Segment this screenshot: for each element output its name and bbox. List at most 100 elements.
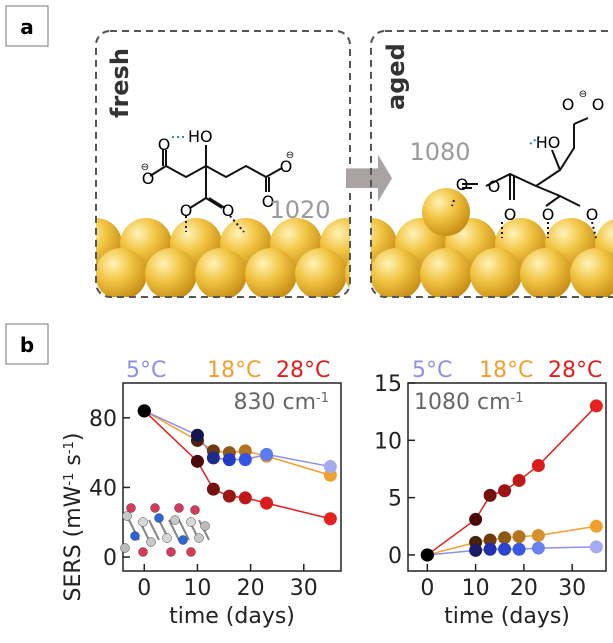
wavenumber-annotation: 1080 cm-1 — [414, 390, 523, 415]
data-point-28°C — [323, 512, 337, 526]
bond — [168, 519, 180, 541]
fresh-o-surface-left: O — [180, 201, 193, 220]
data-point-5°C — [589, 540, 603, 554]
fresh-hydroxyl: HO — [188, 127, 213, 146]
atom — [120, 543, 130, 553]
y-tick-label: 40 — [89, 476, 117, 501]
x-tick-label: 30 — [558, 576, 586, 601]
fresh-o-right-2: O — [262, 192, 275, 211]
legend-18c-right: 18°C — [479, 358, 533, 383]
plot-frame — [122, 382, 342, 572]
atom — [138, 517, 148, 527]
aged-gold-surface — [371, 218, 613, 297]
x-tick-label: 0 — [137, 576, 151, 601]
data-point-5°C — [222, 453, 236, 467]
series-line-28°C — [426, 405, 597, 556]
data-point-28°C — [206, 482, 220, 496]
x-tick-label: 10 — [462, 576, 490, 601]
gold-atom — [245, 248, 297, 297]
fresh-frame — [95, 30, 351, 298]
bond — [178, 519, 190, 541]
data-point-18°C — [589, 519, 603, 533]
plot-frame — [407, 382, 607, 572]
data-point-5°C — [469, 543, 483, 557]
gold-atom — [371, 248, 422, 297]
fresh-citrate-molecule — [149, 136, 283, 233]
aging-arrow-icon — [346, 154, 392, 202]
molecule-inset-icon — [120, 503, 210, 557]
legend-right: 5°C 18°C 28°C — [412, 358, 602, 383]
x-tick-label: 20 — [237, 576, 265, 601]
x-axis-label: time (days) — [169, 604, 295, 629]
atom — [150, 503, 160, 513]
atom — [130, 531, 140, 541]
y-tick-label: 0 — [103, 546, 117, 571]
fresh-gold-surface — [96, 218, 350, 297]
panel-b: b SERS (mW-1 s-1) 5°C 18°C 28°C 5°C 18°C… — [5, 323, 607, 629]
data-point-5°C — [190, 428, 204, 442]
fresh-wavenumber: 1020 — [269, 196, 330, 224]
data-point-28°C — [483, 488, 497, 502]
gold-atom — [420, 248, 472, 297]
atom — [146, 537, 156, 547]
series-line-18°C — [427, 525, 597, 556]
data-point-28°C — [238, 491, 252, 505]
aged-charge: ⊖ — [579, 89, 587, 100]
fresh-o-left: O — [142, 169, 155, 188]
fresh-o-surface-right: O — [222, 201, 235, 220]
data-point-5°C — [260, 447, 274, 461]
data-point-18°C — [531, 528, 545, 542]
gold-atom — [520, 248, 572, 297]
y-tick-label: 10 — [374, 429, 402, 454]
fresh-charge-left: ⊖ — [141, 162, 149, 173]
data-point-5°C — [206, 451, 220, 465]
x-tick-label: 30 — [290, 576, 318, 601]
legend-28c-right: 28°C — [548, 358, 602, 383]
fresh-o-top: O — [158, 135, 171, 154]
panel-a-label-box — [5, 5, 49, 47]
gold-adatom — [422, 188, 470, 236]
data-point-18°C — [483, 533, 497, 547]
data-point-5°C — [483, 542, 497, 556]
fresh-charge-right: ⊖ — [286, 150, 294, 161]
aged-o-top-2: O — [592, 95, 605, 114]
fresh-box: fresh O HO O ⊖ — [95, 30, 351, 298]
data-point-5°C — [512, 542, 526, 556]
y-axis-label: SERS (mW-1 s-1) — [61, 433, 86, 602]
gold-atom — [470, 248, 522, 297]
legend-28c: 28°C — [276, 358, 330, 383]
gold-atom — [295, 248, 347, 297]
atom — [190, 505, 200, 515]
x-tick-label: 10 — [183, 576, 211, 601]
atom — [126, 503, 136, 513]
aged-o-surface-2: O — [542, 205, 555, 224]
data-point-5°C — [137, 404, 151, 418]
y-tick-label: 0 — [388, 544, 402, 569]
fresh-o-right: O — [280, 157, 293, 176]
data-point-28°C — [469, 512, 483, 526]
data-point-28°C — [531, 459, 545, 473]
atom — [166, 547, 176, 557]
aged-wavenumber: 1080 — [409, 138, 470, 166]
aged-o-ester: O — [488, 177, 501, 196]
data-point-18°C — [512, 530, 526, 544]
legend-left: 5°C 18°C 28°C — [126, 358, 330, 383]
aged-o-top: O — [562, 95, 575, 114]
legend-5c-right: 5°C — [412, 358, 452, 383]
fresh-title: fresh — [106, 48, 134, 118]
atom — [186, 517, 196, 527]
data-point-5°C — [238, 453, 252, 467]
aged-citrate-molecule — [451, 117, 597, 239]
aged-hydroxyl: HO — [536, 133, 561, 152]
aged-frame — [370, 30, 613, 298]
legend-5c: 5°C — [126, 358, 166, 383]
atom — [122, 511, 132, 521]
atom — [200, 521, 210, 531]
data-point-5°C — [498, 542, 512, 556]
aged-title: aged — [382, 43, 410, 110]
data-point-5°C — [531, 541, 545, 555]
data-point-28°C — [589, 399, 603, 413]
data-point-28°C — [498, 484, 512, 498]
atom — [170, 515, 180, 525]
